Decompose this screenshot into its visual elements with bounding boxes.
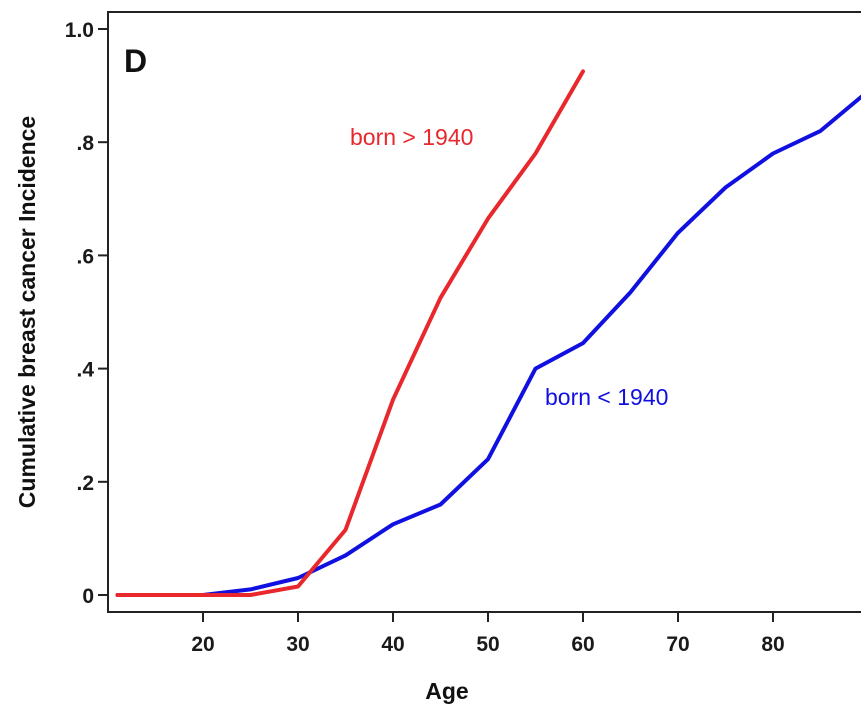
- x-axis: 20 30 40 50 60 70 80: [191, 612, 785, 656]
- plot-frame: [107, 11, 861, 613]
- y-tick-label: 0: [82, 585, 94, 608]
- series-line-born-before-1940: [115, 94, 861, 597]
- panel-label: D: [124, 43, 147, 79]
- x-tick-label: 30: [286, 633, 309, 656]
- series-lines: [115, 69, 861, 597]
- y-axis: 0 .2 .4 .6 .8 1.0: [65, 19, 108, 608]
- x-axis-title: Age: [425, 678, 468, 704]
- x-tick-label: 20: [191, 633, 214, 656]
- y-tick-label: .2: [76, 472, 94, 495]
- y-tick-label: .6: [76, 245, 94, 268]
- series-label-born-before-1940: born < 1940: [545, 384, 668, 410]
- x-tick-label: 50: [476, 633, 499, 656]
- series-label-born-after-1940: born > 1940: [350, 124, 473, 150]
- x-tick-label: 70: [666, 633, 689, 656]
- x-tick-label: 60: [571, 633, 594, 656]
- x-tick-label: 80: [761, 633, 784, 656]
- y-axis-title: Cumulative breast cancer Incidence: [14, 116, 40, 508]
- y-tick-label: 1.0: [65, 19, 94, 42]
- y-tick-label: .4: [76, 359, 94, 382]
- x-tick-label: 40: [381, 633, 404, 656]
- series-line-born-after-1940: [115, 69, 585, 597]
- y-tick-label: .8: [76, 132, 94, 155]
